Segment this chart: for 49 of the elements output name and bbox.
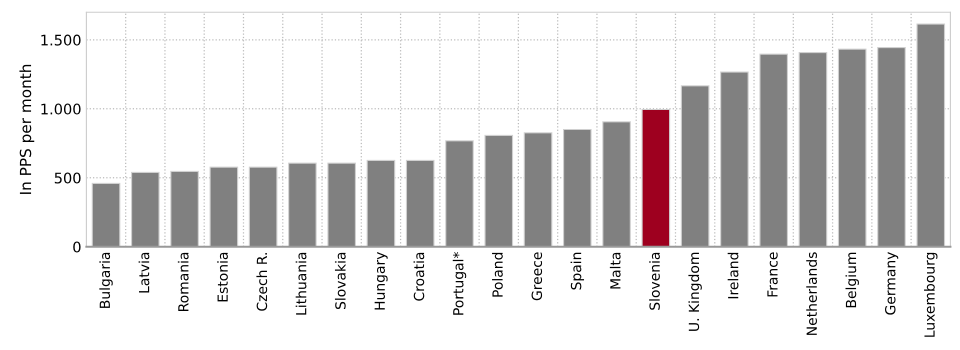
x-tick-label: U. Kingdom <box>688 252 702 331</box>
x-tick-label: Romania <box>178 252 189 311</box>
x-tick-label: Slovenia <box>649 252 660 310</box>
bar <box>524 132 552 247</box>
bar <box>210 166 238 247</box>
bar <box>484 134 514 247</box>
bar <box>838 48 867 247</box>
bar <box>406 160 435 247</box>
x-tick-label: Greece <box>532 252 542 300</box>
bar <box>288 162 317 247</box>
bar <box>445 140 474 247</box>
x-tick-label: Lithuania <box>296 252 306 315</box>
x-tick-label: Poland <box>492 252 503 297</box>
x-tick-label: Malta <box>610 252 621 289</box>
x-tick-label: France <box>767 252 778 296</box>
x-tick-label: Czech R. <box>256 253 268 311</box>
y-tick-label: 1.500 <box>41 34 81 46</box>
bar <box>563 128 592 247</box>
x-tick-label: Slovakia <box>334 252 346 310</box>
x-tick-label: Belgium <box>845 252 859 308</box>
y-tick-label: 0 <box>73 241 81 252</box>
bar <box>877 47 906 247</box>
y-tick-label: 500 <box>54 172 81 184</box>
bar <box>720 72 749 247</box>
bar <box>798 52 828 247</box>
x-tick-label: Ireland <box>728 252 738 298</box>
bar <box>366 160 396 247</box>
bar <box>170 170 199 247</box>
bar <box>642 108 670 247</box>
bar <box>327 162 356 247</box>
bar <box>248 166 278 247</box>
x-tick-label: Croatia <box>413 252 424 301</box>
x-tick-label: Germany <box>885 252 898 315</box>
y-axis-title: In PPS per month <box>19 64 34 194</box>
bar <box>916 24 946 247</box>
bar <box>759 54 788 247</box>
x-tick-label: Latvia <box>138 252 150 293</box>
bar <box>602 121 631 247</box>
bar <box>131 172 160 247</box>
x-tick-label: Netherlands <box>806 252 817 335</box>
x-tick-label: Bulgaria <box>99 252 113 308</box>
x-tick-label: Hungary <box>374 252 388 310</box>
x-tick-label: Luxembourg <box>924 252 938 337</box>
bar <box>680 85 710 247</box>
x-tick-label: Portugal* <box>452 252 466 315</box>
bar <box>92 182 120 247</box>
y-tick-label: 1.000 <box>41 104 81 115</box>
x-tick-label: Spain <box>570 252 584 290</box>
x-tick-label: Estonia <box>217 252 228 302</box>
